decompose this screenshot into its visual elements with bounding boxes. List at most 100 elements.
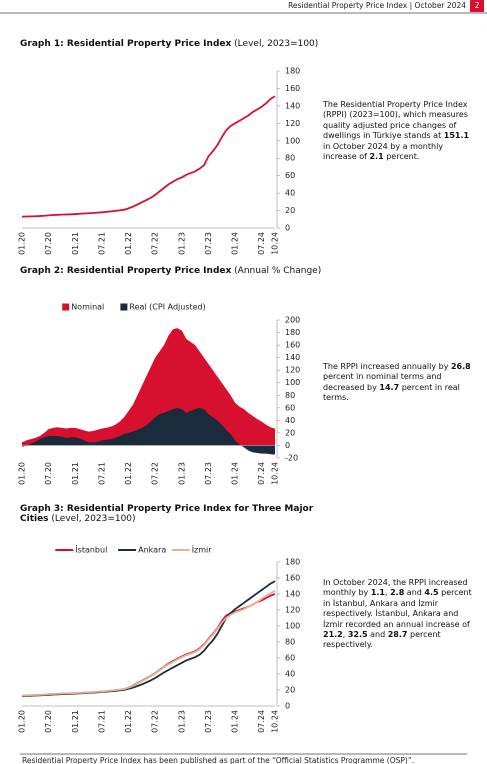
x-tick-label: 01.23 [177,232,186,255]
note-text: 151.1 [443,131,470,141]
x-tick-label: 01.23 [177,462,186,485]
footer: Residential Property Price Index has bee… [22,756,414,764]
y-tick-label: 60 [285,171,295,180]
x-tick-label: 01.22 [124,232,133,255]
graph-title: Graph 1: Residential Property Price Inde… [20,39,330,49]
legend-swatch [120,303,128,311]
note-text: and [404,588,425,598]
note-text: , [385,588,391,598]
y-tick-label: 40 [285,189,295,198]
x-tick-label: 07.21 [97,710,106,733]
x-tick-label: 01.22 [124,710,133,733]
note-text: 1.1 [370,588,385,598]
x-tick-label: 07.22 [151,710,160,733]
x-tick-label: 01.22 [124,462,133,485]
note-text: percent respectively. [323,629,441,650]
x-tick-label: 07.22 [151,232,160,255]
y-tick-label: 100 [285,136,300,145]
note-text: 4.5 [424,588,439,598]
x-tick-label: 07.20 [44,710,53,733]
y-tick-label: 20 [285,428,295,437]
note-text: and [367,629,388,639]
line [21,95,276,218]
line [21,590,276,697]
graph-title: Graph 2: Residential Property Price Inde… [20,266,330,276]
y-tick-label: 60 [285,654,295,663]
legend-label: Ankara [138,546,166,555]
x-tick-label: 07.20 [44,232,53,255]
x-tick-label: 07.24 [257,232,266,255]
y-tick-label: 80 [285,391,295,400]
note-text: 21.2 [323,629,343,639]
y-tick-label: -20 [285,454,298,463]
y-tick-label: 80 [285,154,295,163]
x-tick-label: 01.20 [18,462,27,485]
note: In October 2024, the RPPI increased mont… [323,578,475,651]
y-tick-label: 160 [285,84,300,93]
y-tick-label: 140 [285,353,300,362]
x-tick-label: 10.24 [271,232,280,255]
x-tick-label: 07.20 [44,462,53,485]
page-number: 2 [475,1,480,10]
x-tick-label: 07.23 [204,232,213,255]
x-tick-label: 07.21 [97,232,106,255]
note-text: 32.5 [347,629,368,639]
legend-label: Real (CPI Adjusted) [129,303,205,312]
x-tick-label: 01.21 [71,710,80,733]
x-tick-label: 01.20 [18,232,27,255]
area [22,407,275,455]
legend-swatch [62,303,70,311]
x-tick-label: 01.21 [71,462,80,485]
y-tick-label: 60 [285,403,295,412]
y-tick-label: 100 [285,622,300,631]
legend-label: İzmir [192,545,213,555]
title: Graph 2: Residential Property Price Inde… [20,266,232,276]
note-text: percent in İstanbul, Ankara and İzmir re… [323,588,472,629]
y-tick-label: 20 [285,686,295,695]
x-tick-label: 01.20 [18,710,27,733]
y-tick-label: 160 [285,574,300,583]
x-tick-label: 01.23 [177,710,186,733]
y-tick-label: 40 [285,670,295,679]
x-tick-label: 07.23 [204,710,213,733]
y-tick-label: 200 [285,316,300,325]
y-tick-label: 100 [285,378,300,387]
note-text: 14.7 [379,382,400,392]
y-tick-label: 160 [285,341,300,350]
note-text: 2.8 [390,588,405,598]
y-tick-label: 180 [285,328,300,337]
x-tick-label: 10.24 [271,462,280,485]
x-tick-label: 10.24 [271,710,280,733]
y-tick-label: 120 [285,119,300,128]
note-text: The Residential Property Price Index (RP… [323,100,468,141]
note-text: The RPPI increased annually by [323,362,451,371]
x-tick-label: 01.21 [71,232,80,255]
line [21,580,276,697]
subtitle: (Annual % Change) [234,266,322,276]
note-text: In October 2024, the RPPI increased mont… [323,578,468,598]
note-text: percent in real terms. [323,382,460,403]
y-tick-label: 40 [285,416,295,425]
y-tick-label: 0 [285,702,290,711]
x-tick-label: 07.22 [151,462,160,485]
x-tick-label: 01.24 [231,710,240,733]
y-tick-label: 0 [285,224,290,233]
y-tick-label: 180 [285,558,300,567]
legend-label: Nominal [71,303,104,312]
area [22,328,275,446]
line [21,593,276,697]
note-text: 26.8 [450,362,471,371]
note-text: 28.7 [387,629,408,639]
title: Graph 3: Residential Property Price Inde… [20,504,314,524]
y-tick-label: 20 [285,206,295,215]
subtitle: (Level, 2023=100) [51,514,136,524]
y-tick-label: 140 [285,101,300,110]
note: The RPPI increased annually by 26.8 perc… [323,362,475,404]
y-tick-label: 180 [285,67,300,76]
y-tick-label: 120 [285,366,300,375]
graph-title: Graph 3: Residential Property Price Inde… [20,504,330,524]
note-text: , [342,629,348,639]
y-tick-label: 120 [285,606,300,615]
